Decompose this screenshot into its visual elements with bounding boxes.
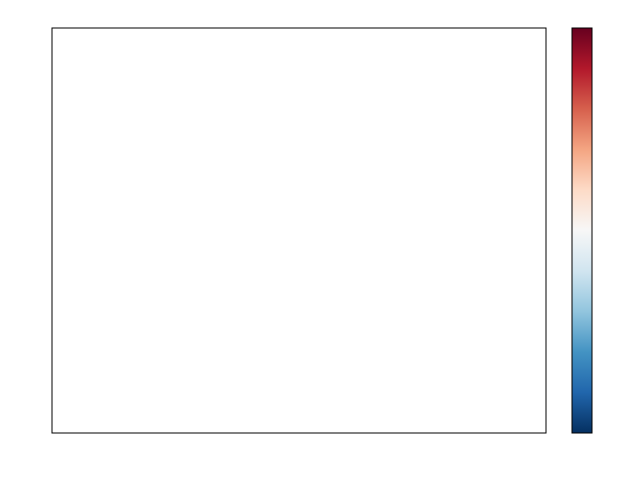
colorbar (572, 28, 592, 433)
plot-frame (52, 28, 546, 433)
